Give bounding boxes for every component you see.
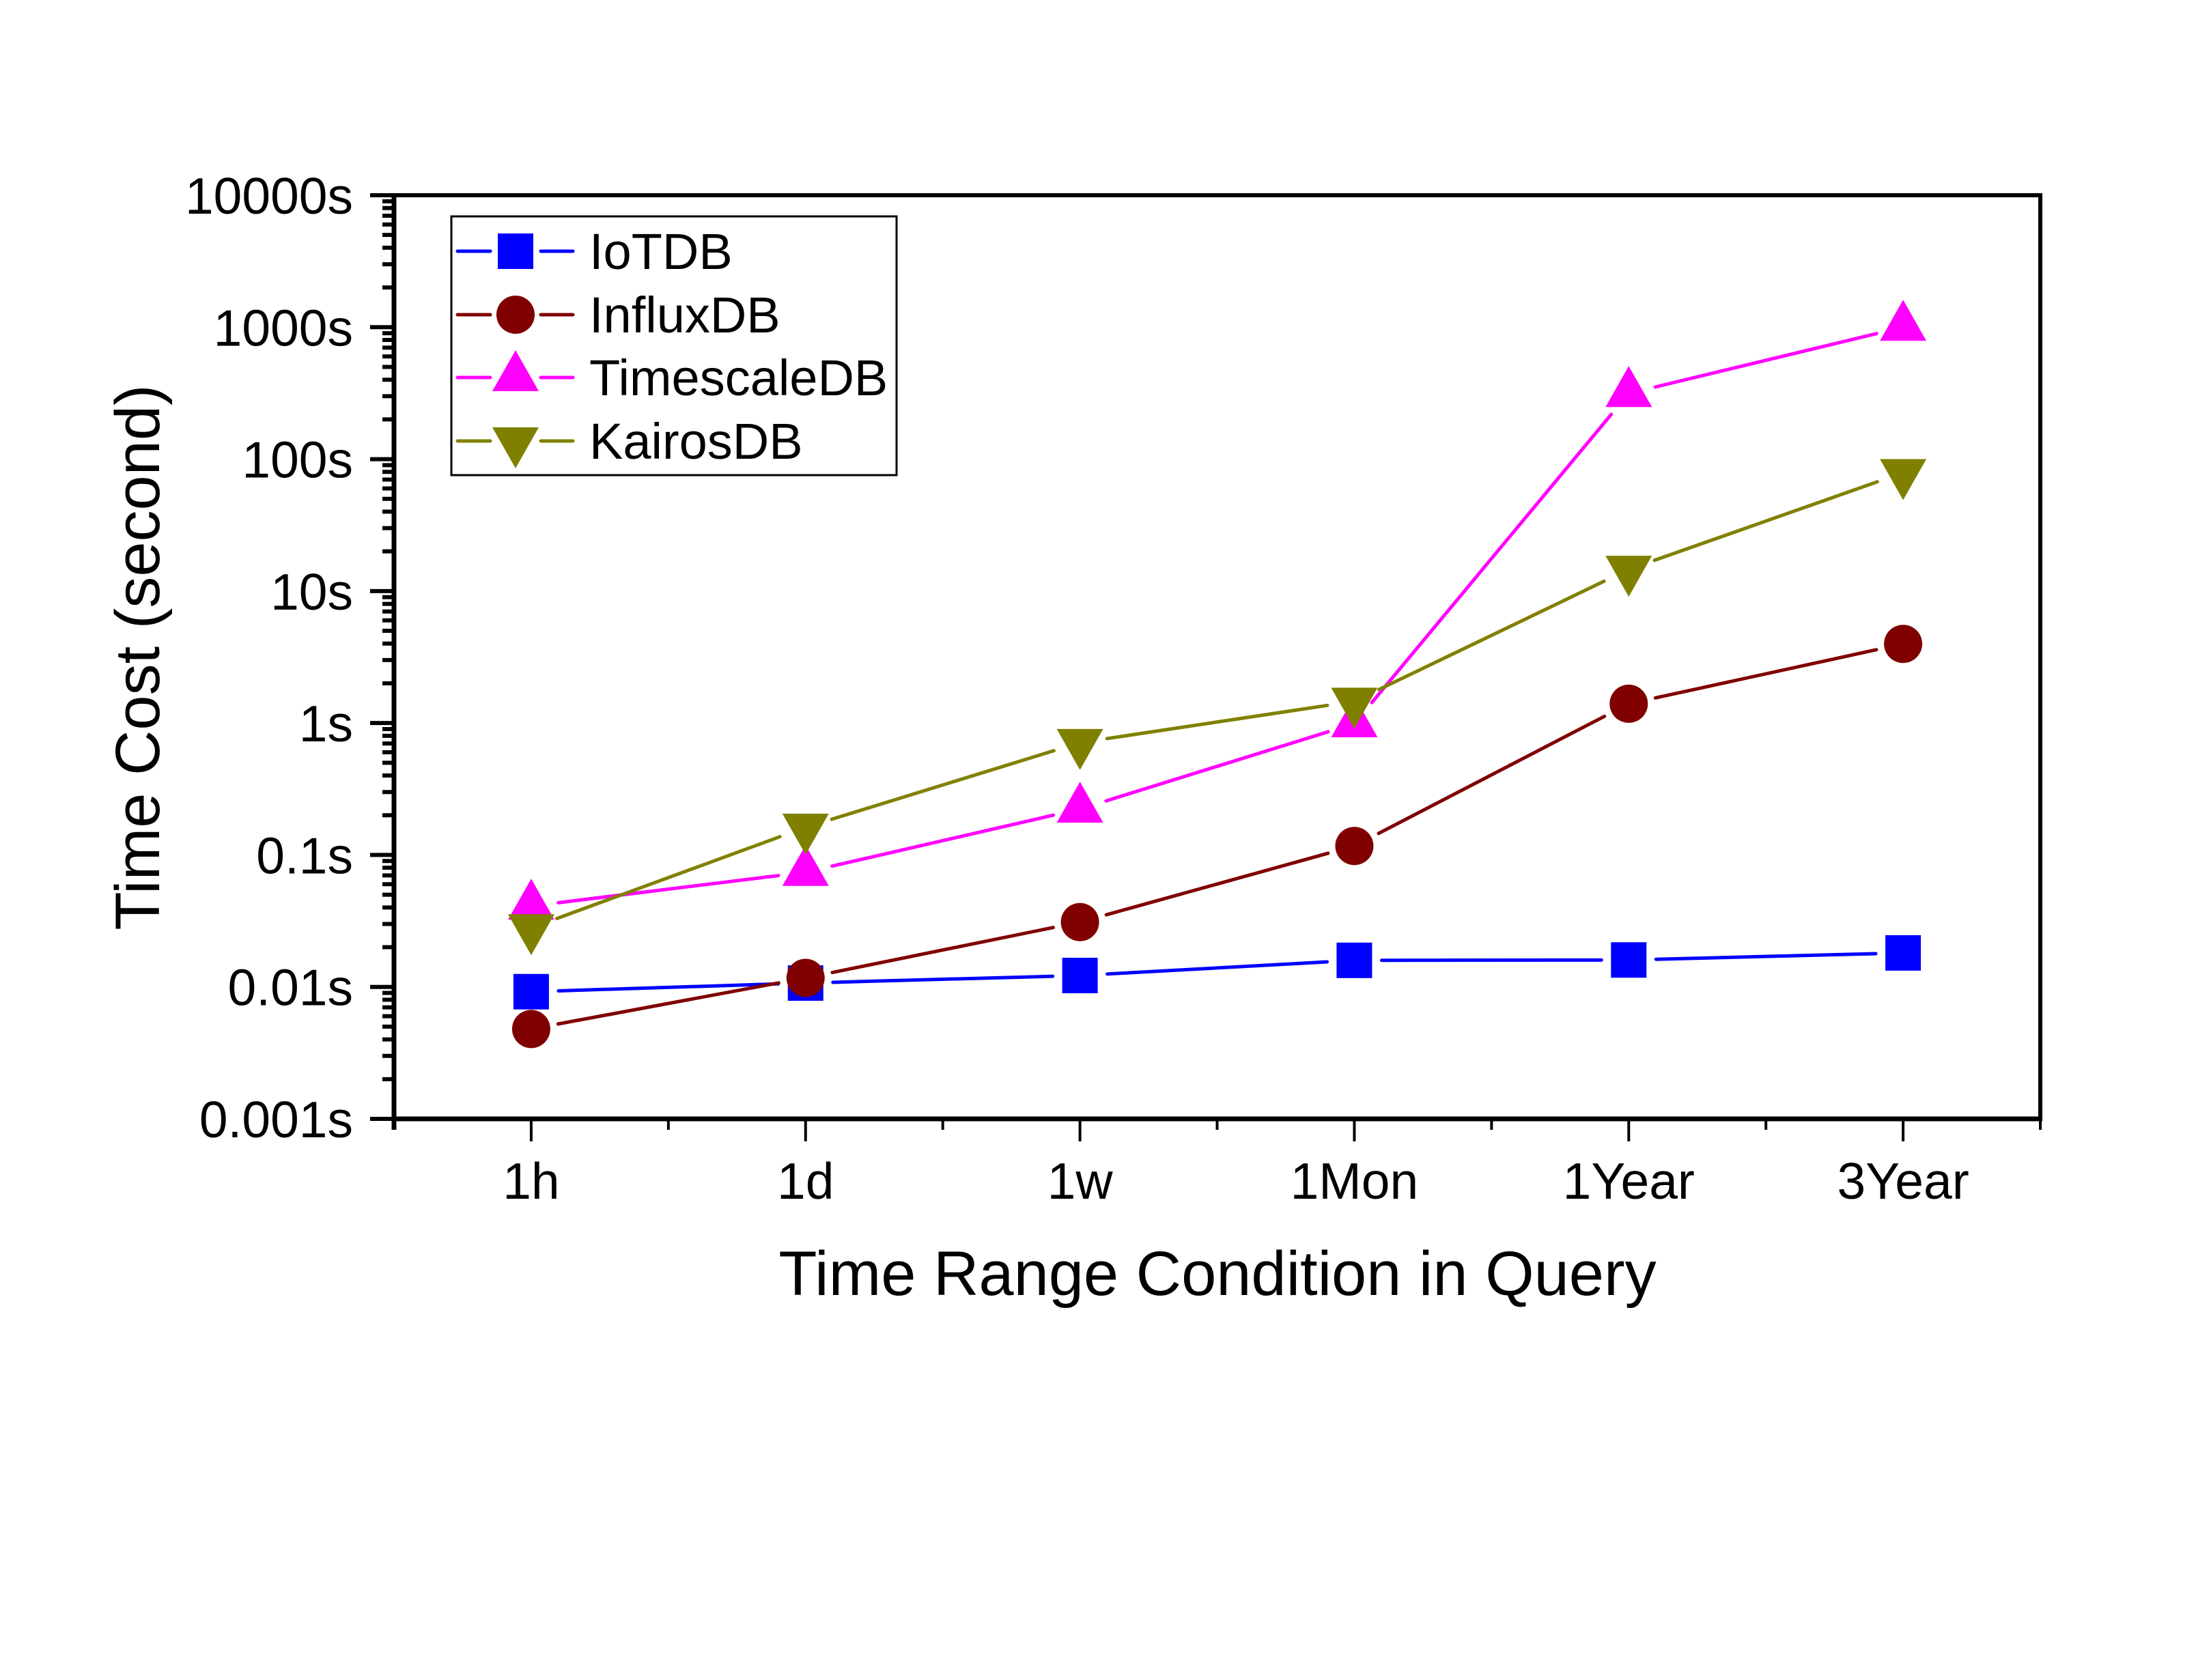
legend-label: IoTDB <box>589 223 733 280</box>
data-point-square <box>1336 942 1372 978</box>
data-point-triangle-up <box>1056 782 1103 823</box>
series-kairosdb <box>507 459 1927 956</box>
legend-label: KairosDB <box>589 413 803 470</box>
data-point-square <box>1885 935 1922 971</box>
data-point-circle <box>1335 827 1374 866</box>
series-line-segment <box>556 981 780 1026</box>
series-line-segment <box>1654 952 1878 961</box>
x-tick-label: 1Year <box>1563 1152 1695 1210</box>
data-point-triangle-up <box>782 844 829 886</box>
series-line-segment <box>1653 332 1878 389</box>
series-line-segment <box>1377 579 1606 692</box>
legend-item-kairosdb: KairosDB <box>455 413 803 470</box>
y-tick-label: 10000s <box>185 167 353 225</box>
legend-label: InfluxDB <box>589 287 780 343</box>
legend-marker-circle <box>496 296 535 334</box>
series-line-segment <box>1653 648 1878 700</box>
y-tick-label: 0.1s <box>256 827 353 884</box>
y-tick-label: 100s <box>242 431 353 489</box>
series-line-segment <box>1106 960 1329 976</box>
data-point-triangle-down <box>1056 728 1103 770</box>
data-point-square <box>1062 958 1098 994</box>
series-line-segment <box>1105 703 1329 741</box>
series-line-segment <box>830 926 1055 975</box>
x-tick-label: 1w <box>1047 1152 1114 1210</box>
series-line-segment <box>1377 714 1607 836</box>
legend-item-timescaledb: TimescaleDB <box>455 350 888 406</box>
data-point-square <box>1611 942 1647 978</box>
x-tick-label: 1Mon <box>1291 1152 1419 1210</box>
data-point-triangle-down <box>507 914 554 956</box>
legend-marker-triangle-down <box>492 427 539 468</box>
series-line-segment <box>1104 851 1330 917</box>
data-point-triangle-down <box>1880 459 1927 500</box>
legend: IoTDB InfluxDB TimescaleDB KairosDB <box>450 215 898 476</box>
y-axis-title: Time Cost (second) <box>103 384 173 930</box>
data-point-triangle-down <box>782 813 829 855</box>
y-tick-label: 1000s <box>214 299 353 356</box>
y-tick-label: 1s <box>299 695 353 752</box>
series-influxdb <box>511 625 1923 1049</box>
data-point-circle <box>511 1010 550 1049</box>
y-tick-label: 0.01s <box>228 959 353 1016</box>
legend-marker-triangle-up <box>492 350 539 391</box>
series-line-segment <box>830 749 1056 821</box>
x-tick-label: 3Year <box>1837 1152 1969 1210</box>
series-line-segment <box>1104 730 1330 803</box>
series-line-segment <box>557 874 780 905</box>
y-axis-ticks: 0.001s 0.01s 0.1s 1s 10s 100s 1000s 10000s <box>185 167 394 1148</box>
data-point-circle <box>1884 625 1923 664</box>
y-tick-label: 0.001s <box>199 1091 353 1148</box>
x-tick-label: 1d <box>777 1152 834 1210</box>
x-tick-label: 1h <box>503 1152 559 1210</box>
series-line-segment <box>1370 412 1614 704</box>
series-timescaledb <box>507 300 1927 920</box>
data-point-square <box>513 973 549 1010</box>
series-line-segment <box>557 982 780 993</box>
legend-item-influxdb: InfluxDB <box>455 287 780 343</box>
data-point-circle <box>1060 902 1099 941</box>
series-line-segment <box>554 835 782 921</box>
data-point-triangle-up <box>507 879 554 920</box>
legend-marker-square <box>498 233 533 269</box>
y-tick-label: 10s <box>270 563 353 621</box>
series-line-segment <box>831 974 1055 984</box>
x-axis-title: Time Range Condition in Query <box>778 1239 1656 1309</box>
data-point-triangle-down <box>1331 687 1378 729</box>
legend-item-iotdb: IoTDB <box>455 223 733 280</box>
series-line-segment <box>1652 480 1879 563</box>
series-line-segment <box>830 813 1056 868</box>
data-point-circle <box>1609 684 1648 723</box>
data-point-circle <box>786 958 825 997</box>
data-point-triangle-up <box>1880 300 1927 341</box>
series-layer <box>507 300 1927 1049</box>
data-point-triangle-up <box>1605 366 1652 408</box>
data-point-triangle-down <box>1605 556 1652 597</box>
legend-label: TimescaleDB <box>589 350 888 406</box>
x-axis-ticks: 1h 1d 1w 1Mon 1Year 3Year <box>393 1119 2042 1210</box>
